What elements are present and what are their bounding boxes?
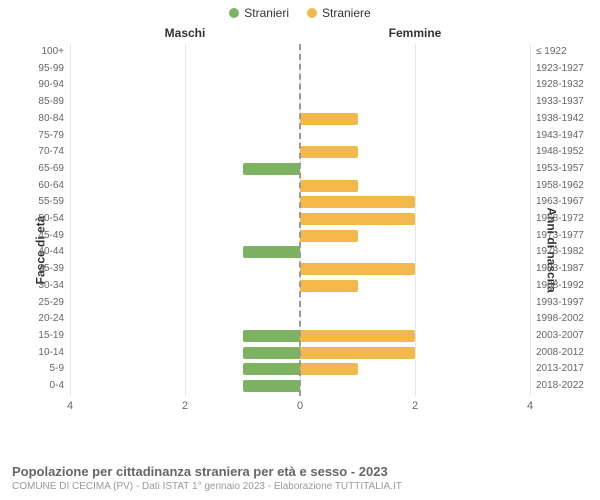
birth-year-label: 2008-2012 [530,345,584,362]
x-tick-label: 2 [412,400,418,412]
legend: Stranieri Straniere [0,0,600,20]
bar-male [243,330,301,342]
age-label: 55-59 [38,194,70,211]
bar-male [243,347,301,359]
legend-label-female: Straniere [322,6,371,20]
age-label: 60-64 [38,178,70,195]
column-title-male: Maschi [165,26,206,40]
column-title-female: Femmine [389,26,442,40]
birth-year-label: ≤ 1922 [530,44,567,61]
age-label: 75-79 [38,128,70,145]
bar-female [300,330,415,342]
bar-female [300,230,358,242]
age-label: 85-89 [38,94,70,111]
bar-female [300,213,415,225]
birth-year-label: 1993-1997 [530,295,584,312]
birth-year-label: 1923-1927 [530,61,584,78]
age-label: 20-24 [38,311,70,328]
age-label: 35-39 [38,261,70,278]
age-label: 70-74 [38,144,70,161]
age-label: 100+ [41,44,70,61]
birth-year-label: 2013-2017 [530,361,584,378]
birth-year-label: 1958-1962 [530,178,584,195]
age-label: 95-99 [38,61,70,78]
bar-male [243,380,301,392]
birth-year-label: 1928-1932 [530,77,584,94]
birth-year-label: 1978-1982 [530,244,584,261]
chart-area: Maschi Femmine 100+≤ 192295-991923-19279… [70,26,530,416]
birth-year-label: 1963-1967 [530,194,584,211]
age-label: 5-9 [50,361,70,378]
plot-region: 100+≤ 192295-991923-192790-941928-193285… [70,44,530,396]
bar-male [243,163,301,175]
center-axis-line [299,44,301,396]
legend-label-male: Stranieri [244,6,289,20]
age-label: 45-49 [38,228,70,245]
age-label: 65-69 [38,161,70,178]
age-label: 90-94 [38,77,70,94]
legend-swatch-female [307,8,317,18]
x-tick-label: 0 [297,400,303,412]
age-label: 25-29 [38,295,70,312]
bar-female [300,146,358,158]
footer: Popolazione per cittadinanza straniera p… [12,464,588,492]
bar-female [300,363,358,375]
age-label: 15-19 [38,328,70,345]
birth-year-label: 1948-1952 [530,144,584,161]
birth-year-label: 1943-1947 [530,128,584,145]
birth-year-label: 1968-1972 [530,211,584,228]
bar-male [243,363,301,375]
bar-female [300,180,358,192]
age-label: 50-54 [38,211,70,228]
birth-year-label: 1938-1942 [530,111,584,128]
bar-male [243,246,301,258]
birth-year-label: 2018-2022 [530,378,584,395]
chart-title: Popolazione per cittadinanza straniera p… [12,464,588,479]
age-label: 0-4 [50,378,70,395]
legend-swatch-male [229,8,239,18]
birth-year-label: 1983-1987 [530,261,584,278]
bar-female [300,280,358,292]
bar-female [300,113,358,125]
age-label: 30-34 [38,278,70,295]
x-tick-label: 4 [67,400,73,412]
age-label: 80-84 [38,111,70,128]
bar-female [300,347,415,359]
birth-year-label: 1933-1937 [530,94,584,111]
legend-item-female: Straniere [307,6,371,20]
birth-year-label: 1988-1992 [530,278,584,295]
bar-female [300,263,415,275]
x-axis: 4 2 0 2 4 [70,398,530,416]
bar-female [300,196,415,208]
legend-item-male: Stranieri [229,6,289,20]
chart-subtitle: COMUNE DI CECIMA (PV) - Dati ISTAT 1° ge… [12,481,588,492]
x-tick-label: 2 [182,400,188,412]
birth-year-label: 1973-1977 [530,228,584,245]
age-label: 10-14 [38,345,70,362]
birth-year-label: 2003-2007 [530,328,584,345]
x-tick-label: 4 [527,400,533,412]
birth-year-label: 1953-1957 [530,161,584,178]
birth-year-label: 1998-2002 [530,311,584,328]
age-label: 40-44 [38,244,70,261]
